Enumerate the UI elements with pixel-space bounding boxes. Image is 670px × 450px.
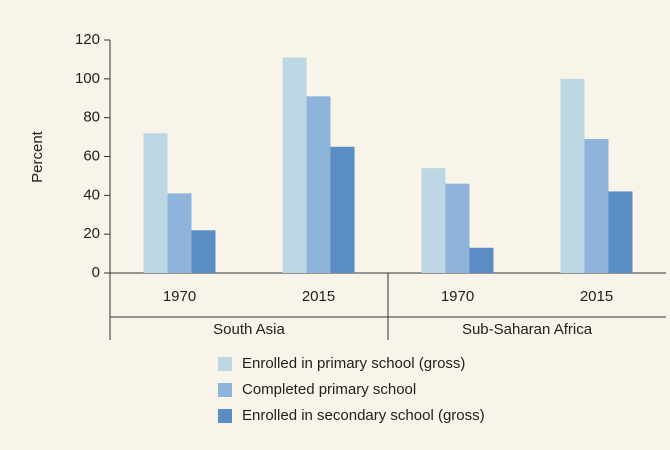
group-label: South Asia bbox=[213, 321, 285, 338]
legend-swatch bbox=[218, 383, 232, 397]
bar bbox=[421, 168, 446, 273]
legend-swatch bbox=[218, 357, 232, 371]
bar bbox=[445, 183, 470, 273]
bar bbox=[608, 191, 633, 273]
legend-swatch bbox=[218, 409, 232, 423]
y-axis-label: Percent bbox=[29, 130, 46, 183]
bar bbox=[330, 146, 355, 273]
bar bbox=[143, 133, 168, 273]
bar bbox=[306, 96, 331, 273]
x-tick-label: 1970 bbox=[441, 288, 474, 305]
bar bbox=[282, 57, 307, 273]
y-tick-label: 60 bbox=[83, 147, 100, 164]
legend-label: Enrolled in primary school (gross) bbox=[242, 355, 465, 372]
x-tick-label: 1970 bbox=[163, 288, 196, 305]
y-tick-label: 40 bbox=[83, 186, 100, 203]
y-tick-label: 20 bbox=[83, 225, 100, 242]
bar bbox=[584, 139, 609, 273]
y-tick-label: 0 bbox=[92, 264, 100, 281]
legend-label: Enrolled in secondary school (gross) bbox=[242, 407, 485, 424]
y-tick-label: 80 bbox=[83, 109, 100, 126]
bar bbox=[469, 247, 494, 273]
legend-label: Completed primary school bbox=[242, 381, 416, 398]
bar bbox=[191, 230, 216, 273]
y-tick-label: 100 bbox=[75, 70, 100, 87]
x-tick-label: 2015 bbox=[580, 288, 613, 305]
bar bbox=[167, 193, 192, 273]
x-tick-label: 2015 bbox=[302, 288, 335, 305]
bar bbox=[560, 78, 585, 273]
y-tick-label: 120 bbox=[75, 31, 100, 48]
group-label: Sub-Saharan Africa bbox=[462, 321, 593, 338]
